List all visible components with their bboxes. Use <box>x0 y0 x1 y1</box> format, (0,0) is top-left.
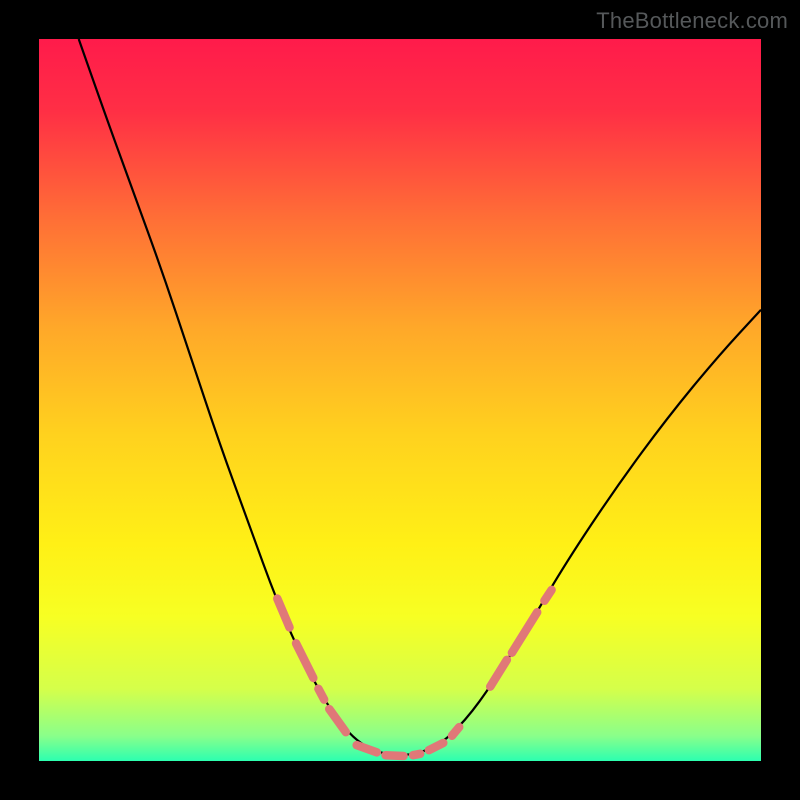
marker-segment <box>386 755 404 756</box>
marker-segment <box>318 689 324 700</box>
watermark-text: TheBottleneck.com <box>596 8 788 34</box>
marker-segment <box>413 754 420 755</box>
marker-segment <box>452 727 459 736</box>
chart-svg <box>39 39 761 761</box>
chart-frame: { "watermark": { "text": "TheBottleneck.… <box>0 0 800 800</box>
plot-area <box>39 39 761 761</box>
gradient-background <box>39 39 761 761</box>
marker-segment <box>544 590 551 601</box>
